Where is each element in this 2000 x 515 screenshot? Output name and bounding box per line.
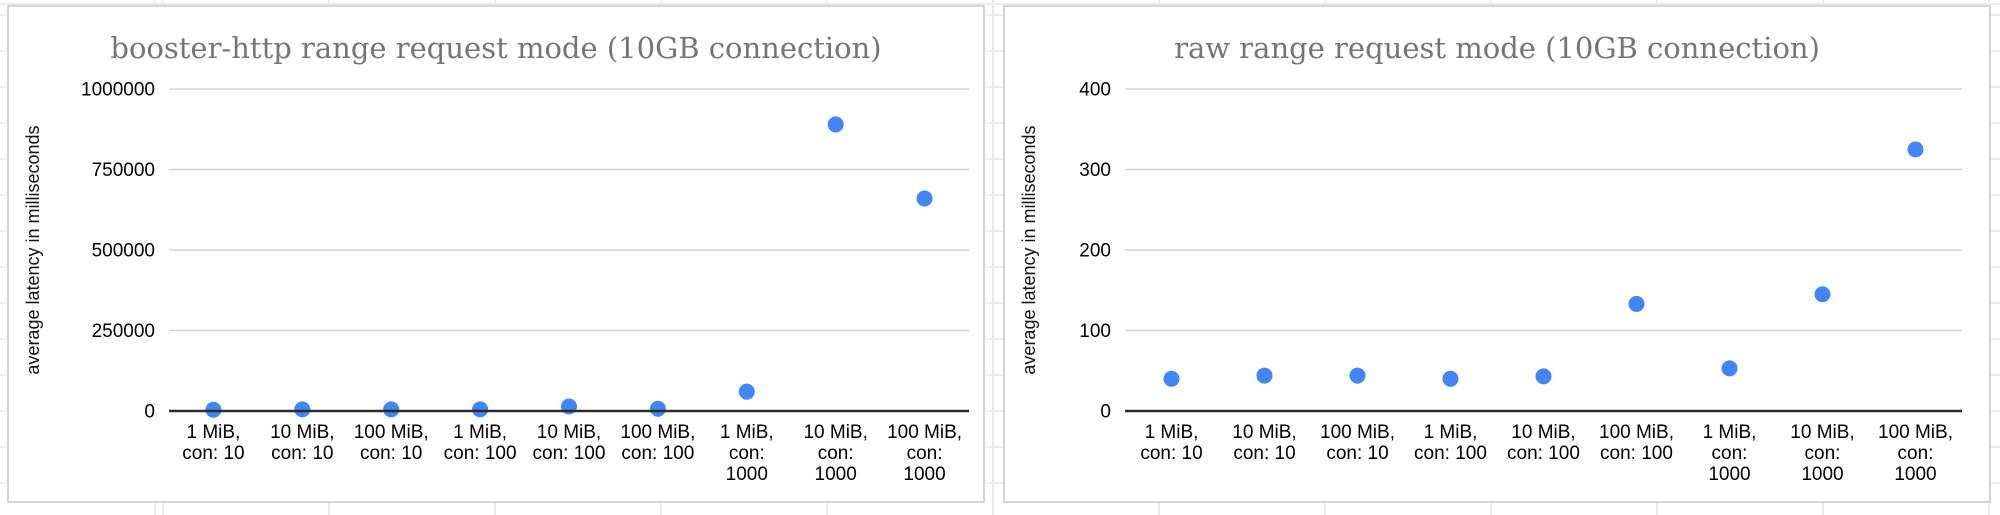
x-tick-label: con: 10	[1233, 443, 1295, 464]
y-tick-label: 1000000	[81, 80, 155, 101]
data-point[interactable]	[916, 190, 933, 207]
x-tick-label: 100 MiB,	[354, 422, 429, 443]
data-point[interactable]	[1814, 286, 1831, 303]
y-tick-label: 0	[144, 402, 155, 423]
x-tick-label: 1 MiB,	[1424, 422, 1478, 443]
x-tick-label: 10 MiB,	[1232, 422, 1296, 443]
x-tick-label: 1000	[903, 464, 945, 485]
x-tick-label: con: 10	[271, 443, 333, 464]
x-tick-label: con: 10	[1140, 443, 1202, 464]
x-tick-label: con: 100	[444, 443, 517, 464]
x-tick-label: 1 MiB,	[1703, 422, 1757, 443]
y-tick-label: 750000	[92, 160, 155, 181]
data-point[interactable]	[383, 401, 400, 418]
x-tick-label: 1000	[1894, 464, 1936, 485]
x-tick-label: con:	[1712, 443, 1748, 464]
y-tick-label: 0	[1100, 402, 1111, 423]
data-point[interactable]	[1628, 295, 1645, 312]
x-tick-label: 100 MiB,	[1878, 422, 1953, 443]
data-point[interactable]	[472, 401, 489, 418]
x-tick-label: 100 MiB,	[887, 422, 962, 443]
data-point[interactable]	[1535, 368, 1552, 385]
x-tick-label: con: 10	[360, 443, 422, 464]
data-point[interactable]	[1349, 367, 1366, 384]
x-tick-label: 10 MiB,	[803, 422, 867, 443]
x-tick-label: 1 MiB,	[720, 422, 774, 443]
data-point[interactable]	[1907, 141, 1924, 158]
chart-card-booster-http[interactable]: booster-http range request mode (10GB co…	[7, 5, 985, 503]
x-tick-label: con:	[907, 443, 943, 464]
x-tick-label: 10 MiB,	[1790, 422, 1854, 443]
x-tick-label: 1 MiB,	[187, 422, 241, 443]
x-tick-label: 10 MiB,	[270, 422, 334, 443]
x-tick-label: con:	[1805, 443, 1841, 464]
x-tick-label: con: 10	[1326, 443, 1388, 464]
x-tick-label: con: 10	[182, 443, 244, 464]
data-point[interactable]	[827, 116, 844, 133]
y-tick-label: 250000	[92, 321, 155, 342]
x-tick-label: 10 MiB,	[1511, 422, 1575, 443]
x-tick-label: 10 MiB,	[537, 422, 601, 443]
y-tick-label: 200	[1079, 241, 1111, 262]
x-tick-label: 1000	[1801, 464, 1843, 485]
x-tick-label: 100 MiB,	[1599, 422, 1674, 443]
y-tick-label: 500000	[92, 241, 155, 262]
x-tick-label: 1000	[726, 464, 768, 485]
x-tick-label: 1000	[1708, 464, 1750, 485]
x-tick-label: con:	[818, 443, 854, 464]
data-point[interactable]	[1721, 360, 1738, 377]
data-point[interactable]	[649, 400, 666, 417]
x-tick-label: con: 100	[621, 443, 694, 464]
y-tick-label: 100	[1079, 321, 1111, 342]
chart-title: raw range request mode (10GB connection)	[1174, 31, 1820, 65]
x-tick-label: 1000	[815, 464, 857, 485]
x-tick-label: 1 MiB,	[1145, 422, 1199, 443]
x-tick-label: con: 100	[1414, 443, 1487, 464]
y-tick-label: 300	[1079, 160, 1111, 181]
data-point[interactable]	[1442, 370, 1459, 387]
x-tick-label: con: 100	[1600, 443, 1673, 464]
chart-card-raw[interactable]: raw range request mode (10GB connection)…	[1003, 5, 1991, 503]
chart-title: booster-http range request mode (10GB co…	[110, 31, 882, 65]
y-tick-label: 400	[1079, 80, 1111, 101]
x-tick-label: 1 MiB,	[453, 422, 507, 443]
x-tick-label: con:	[1898, 443, 1934, 464]
x-tick-label: con: 100	[533, 443, 606, 464]
data-point[interactable]	[1256, 367, 1273, 384]
data-point[interactable]	[1163, 370, 1180, 387]
x-tick-label: con:	[729, 443, 765, 464]
data-point[interactable]	[738, 383, 755, 400]
x-tick-label: 100 MiB,	[620, 422, 695, 443]
x-tick-label: 100 MiB,	[1320, 422, 1395, 443]
data-point[interactable]	[294, 401, 311, 418]
x-tick-label: con: 100	[1507, 443, 1580, 464]
